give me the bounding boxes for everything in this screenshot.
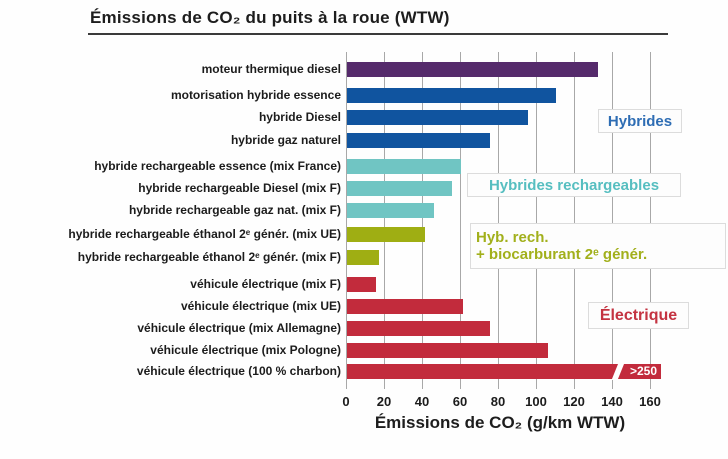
gridline-40 [422, 52, 423, 389]
bar [347, 277, 376, 292]
axis-break-slash [611, 363, 625, 380]
bar-label: véhicule électrique (mix UE) [180, 299, 341, 313]
bar: >250 [347, 363, 661, 380]
gridline-0 [346, 52, 347, 389]
bar-label: motorisation hybride essence [170, 88, 341, 102]
bar-label: moteur thermique diesel [201, 62, 341, 76]
x-tick-label: 20 [376, 394, 392, 409]
gridline-80 [498, 52, 499, 389]
group-label-line: Hyb. rech. [476, 229, 549, 246]
bar-label: véhicule électrique (100 % charbon) [136, 364, 341, 378]
x-tick-label: 40 [414, 394, 430, 409]
gridline-160 [650, 52, 651, 389]
x-axis-title: Émissions de CO₂ (g/km WTW) [374, 413, 626, 432]
gridline-140 [612, 52, 613, 389]
chart-title: Émissions de CO₂ du puits à la roue (WTW… [88, 6, 668, 35]
x-tick-label: 160 [639, 394, 661, 409]
bar-label: hybride rechargeable éthanol 2ᵉ génér. (… [77, 250, 341, 264]
bar-label: hybride rechargeable éthanol 2ᵉ génér. (… [68, 227, 341, 241]
gridline-100 [536, 52, 537, 389]
bar-label: véhicule électrique (mix Pologne) [150, 343, 341, 357]
group-label-line: Hybrides [607, 112, 673, 130]
bar-value-annotation: >250 [629, 364, 657, 378]
group-label-hybrides_rechargeables: Hybrides rechargeables [467, 173, 681, 197]
bar [347, 250, 379, 265]
x-tick-label: 0 [342, 394, 350, 409]
bar [347, 343, 548, 358]
group-label-electrique: Électrique [588, 302, 689, 329]
bar [347, 159, 461, 174]
gridline-120 [574, 52, 575, 389]
bar-label: hybride Diesel [258, 110, 341, 124]
bar-label: véhicule électrique (mix F) [190, 277, 341, 291]
bar [347, 203, 434, 218]
group-label-line: Hybrides rechargeables [488, 176, 660, 194]
group-label-hyb_rech_biocarburant: Hyb. rech. + biocarburant 2ᵉ génér. [470, 223, 726, 269]
bar [347, 299, 463, 314]
group-label-line: Électrique [599, 306, 678, 324]
x-tick-label: 100 [525, 394, 547, 409]
x-tick-label: 140 [601, 394, 623, 409]
bar [347, 88, 556, 103]
group-label-hybrides: Hybrides [598, 109, 682, 133]
x-tick-label: 120 [563, 394, 585, 409]
x-tick-label: 60 [452, 394, 468, 409]
bar-label: hybride gaz naturel [230, 133, 341, 147]
bar-label: hybride rechargeable essence (mix France… [94, 159, 341, 173]
group-label-line: + biocarburant 2ᵉ génér. [476, 246, 648, 263]
bar [347, 62, 598, 77]
bar-label: hybride rechargeable Diesel (mix F) [138, 181, 341, 195]
bar [347, 181, 452, 196]
x-tick-label: 80 [490, 394, 506, 409]
gridline-60 [460, 52, 461, 389]
gridline-20 [384, 52, 385, 389]
bar [347, 133, 490, 148]
bar [347, 321, 490, 336]
bar-label: hybride rechargeable gaz nat. (mix F) [128, 203, 341, 217]
bar-label: véhicule électrique (mix Allemagne) [137, 321, 341, 335]
bar [347, 110, 528, 125]
bar [347, 227, 425, 242]
